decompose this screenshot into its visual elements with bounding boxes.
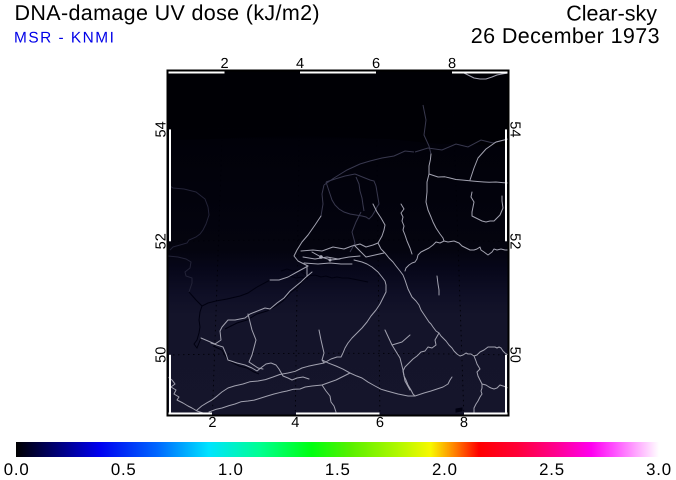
svg-text:0.0: 0.0 <box>4 460 30 479</box>
svg-text:52: 52 <box>153 233 169 249</box>
svg-text:6: 6 <box>372 56 380 72</box>
svg-text:8: 8 <box>460 415 468 431</box>
svg-text:2: 2 <box>208 415 216 431</box>
svg-text:54: 54 <box>153 121 169 137</box>
svg-text:52: 52 <box>507 233 523 249</box>
svg-text:54: 54 <box>507 121 523 137</box>
svg-text:2.0: 2.0 <box>432 460 458 479</box>
svg-text:4: 4 <box>291 415 299 431</box>
svg-text:1.5: 1.5 <box>325 460 351 479</box>
svg-text:2.5: 2.5 <box>539 460 565 479</box>
svg-text:50: 50 <box>153 347 169 363</box>
svg-text:MSR - KNMI: MSR - KNMI <box>14 30 115 47</box>
svg-text:2: 2 <box>220 56 228 72</box>
svg-text:26 December 1973: 26 December 1973 <box>471 24 660 48</box>
svg-text:Clear-sky: Clear-sky <box>566 2 657 26</box>
svg-text:8: 8 <box>448 56 456 72</box>
svg-text:4: 4 <box>296 56 304 72</box>
svg-text:3.0: 3.0 <box>646 460 672 479</box>
svg-text:50: 50 <box>507 347 523 363</box>
svg-text:DNA-damage UV dose (kJ/m2): DNA-damage UV dose (kJ/m2) <box>15 1 320 25</box>
svg-text:1.0: 1.0 <box>218 460 244 479</box>
svg-text:6: 6 <box>376 415 384 431</box>
svg-text:0.5: 0.5 <box>111 460 137 479</box>
